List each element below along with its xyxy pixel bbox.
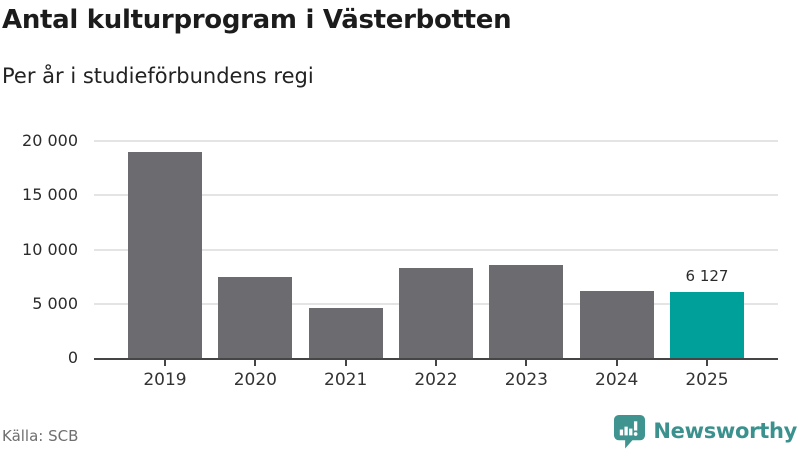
bar-2025 — [670, 291, 744, 358]
plot-area: 2019 2020 2021 2022 2023 2024 2025 6 127 — [94, 140, 778, 390]
gridline — [94, 248, 778, 251]
newsworthy-logo[interactable]: Newsworthy — [613, 413, 797, 449]
x-axis-tick — [164, 360, 166, 366]
y-tick-label: 5 000 — [32, 293, 78, 313]
bar-2021 — [308, 308, 383, 358]
bar-2023 — [489, 264, 564, 358]
newsworthy-logo-text: Newsworthy — [653, 419, 797, 443]
y-tick-label: 0 — [67, 348, 78, 367]
x-label-2023: 2023 — [504, 370, 548, 390]
newsworthy-speech-bubble-chart-icon — [613, 414, 646, 449]
y-axis-labels: 0 5 000 10 000 15 000 20 000 — [0, 131, 78, 367]
x-label-2025: 2025 — [685, 370, 729, 390]
bar-value-label: 6 127 — [685, 266, 729, 285]
gridline — [94, 140, 778, 142]
x-axis-tick — [254, 360, 257, 366]
gridline — [94, 194, 778, 197]
bar-2022 — [399, 267, 473, 358]
chart-title: Antal kulturprogram i Västerbotten — [2, 5, 512, 35]
x-label-2021: 2021 — [324, 370, 368, 390]
x-axis-tick — [706, 360, 708, 366]
x-label-2019: 2019 — [143, 370, 187, 390]
x-axis-tick — [525, 360, 528, 366]
chart-subtitle: Per år i studieförbundens regi — [2, 64, 314, 88]
x-label-2020: 2020 — [233, 370, 277, 390]
x-label-2024: 2024 — [595, 370, 639, 390]
y-tick-label: 20 000 — [22, 131, 78, 150]
x-axis-tick — [344, 360, 347, 366]
y-tick-label: 15 000 — [22, 185, 78, 205]
bar-2020 — [218, 276, 293, 358]
bar-2024 — [579, 290, 654, 358]
bar-2019 — [128, 151, 202, 358]
y-tick-label: 10 000 — [22, 239, 78, 259]
x-axis-tick — [615, 360, 618, 366]
x-label-2022: 2022 — [414, 370, 458, 390]
x-axis-tick — [435, 360, 437, 366]
source-label: Källa: SCB — [2, 427, 79, 445]
